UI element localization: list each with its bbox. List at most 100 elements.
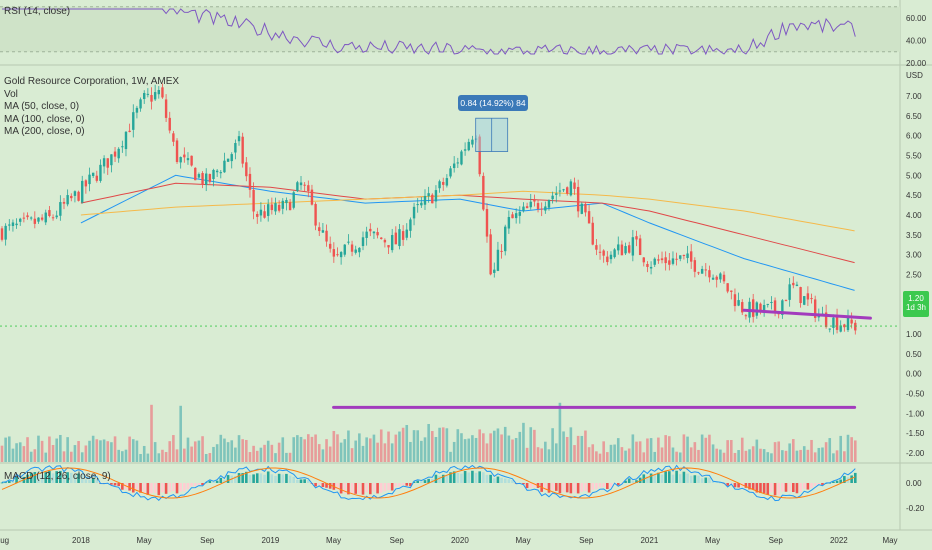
candle-body bbox=[84, 180, 88, 187]
candle-body bbox=[770, 301, 773, 303]
candle-body bbox=[587, 211, 591, 224]
volume-bar bbox=[638, 441, 642, 462]
candle-body bbox=[573, 182, 576, 189]
candle-body bbox=[325, 230, 328, 242]
candle-body bbox=[277, 204, 281, 211]
candle-body bbox=[540, 208, 543, 210]
vol-legend: Vol bbox=[4, 88, 18, 100]
macd-hist-bar bbox=[55, 471, 58, 483]
candle-body bbox=[434, 190, 438, 202]
volume-bar bbox=[215, 444, 219, 462]
macd-hist-bar bbox=[522, 483, 525, 485]
volume-bar bbox=[533, 429, 536, 462]
volume-bar bbox=[598, 453, 602, 462]
volume-bar bbox=[343, 439, 347, 462]
candle-body bbox=[26, 215, 29, 218]
macd-hist-bar bbox=[525, 483, 529, 489]
candle-body bbox=[245, 162, 248, 177]
macd-hist-bar bbox=[77, 473, 80, 483]
volume-bar bbox=[66, 437, 69, 462]
volume-bar bbox=[248, 452, 252, 462]
macd-hist-bar bbox=[704, 477, 708, 483]
volume-bar bbox=[678, 452, 682, 462]
macd-hist-bar bbox=[821, 483, 824, 485]
volume-bar bbox=[383, 443, 387, 462]
volume-bar bbox=[762, 449, 766, 462]
volume-bar bbox=[606, 452, 609, 462]
last-price-countdown: 1d 3h bbox=[905, 303, 927, 312]
volume-bar bbox=[500, 434, 503, 462]
volume-bar bbox=[325, 439, 328, 462]
price-tick-label: -1.50 bbox=[906, 429, 925, 438]
macd-hist-bar bbox=[153, 483, 157, 493]
candle-body bbox=[653, 258, 656, 265]
macd-hist-bar bbox=[44, 472, 48, 483]
macd-hist-bar bbox=[91, 477, 95, 483]
volume-bar bbox=[427, 424, 430, 462]
volume-bar bbox=[142, 445, 146, 462]
time-tick-label: May bbox=[326, 536, 341, 545]
candle-body bbox=[409, 219, 412, 231]
macd-hist-bar bbox=[303, 479, 306, 483]
candle-body bbox=[121, 146, 124, 148]
volume-bar bbox=[51, 444, 55, 462]
candle-body bbox=[617, 244, 620, 251]
macd-hist-bar bbox=[569, 483, 573, 494]
candle-body bbox=[332, 249, 336, 257]
volume-bar bbox=[551, 428, 554, 462]
candle-body bbox=[263, 211, 266, 218]
candle-body bbox=[715, 276, 718, 280]
candle-body bbox=[252, 189, 255, 212]
volume-bar bbox=[128, 436, 131, 462]
macd-hist-bar bbox=[580, 483, 584, 492]
macd-hist-bar bbox=[172, 483, 175, 492]
volume-bar bbox=[755, 439, 759, 462]
candle-body bbox=[431, 194, 434, 204]
time-tick-label: May bbox=[705, 536, 720, 545]
volume-bar bbox=[616, 438, 620, 462]
macd-hist-bar bbox=[835, 480, 839, 483]
volume-bar bbox=[482, 433, 485, 462]
macd-hist-bar bbox=[299, 479, 303, 483]
volume-bar bbox=[828, 438, 832, 462]
macd-hist-bar bbox=[423, 480, 427, 483]
candle-body bbox=[48, 210, 51, 216]
candle-body bbox=[361, 237, 365, 247]
volume-bar bbox=[711, 444, 715, 462]
macd-hist-bar bbox=[781, 483, 784, 492]
volume-bar bbox=[59, 434, 62, 462]
volume-bar bbox=[463, 439, 467, 462]
candle-body bbox=[700, 268, 704, 274]
volume-bar bbox=[773, 442, 777, 462]
macd-hist-bar bbox=[660, 474, 664, 483]
macd-hist-bar bbox=[558, 483, 562, 494]
macd-hist-bar bbox=[26, 474, 29, 483]
macd-hist-bar bbox=[142, 483, 146, 493]
candle-body bbox=[132, 112, 135, 130]
candle-body bbox=[416, 204, 419, 206]
volume-bar bbox=[671, 447, 675, 462]
candle-body bbox=[201, 173, 204, 185]
macd-hist-bar bbox=[584, 483, 587, 492]
macd-hist-bar bbox=[576, 483, 580, 494]
volume-bar bbox=[613, 444, 616, 462]
candle-body bbox=[489, 234, 492, 275]
signal-line bbox=[1, 467, 856, 499]
macd-hist-bar bbox=[562, 483, 565, 492]
volume-bar bbox=[642, 452, 646, 462]
candle-body bbox=[525, 206, 529, 209]
macd-hist-bar bbox=[777, 483, 781, 496]
candle-body bbox=[194, 167, 197, 181]
candle-body bbox=[686, 253, 689, 259]
candle-body bbox=[828, 328, 831, 330]
candle-body bbox=[664, 257, 667, 264]
candle-body bbox=[730, 290, 733, 292]
volume-bar bbox=[263, 444, 266, 462]
candle-body bbox=[8, 224, 11, 226]
macd-hist-bar bbox=[80, 474, 84, 483]
macd-hist-bar bbox=[270, 474, 274, 483]
candle-body bbox=[839, 325, 842, 332]
candle-body bbox=[606, 256, 609, 263]
candle-body bbox=[591, 222, 594, 245]
macd-hist-bar bbox=[529, 483, 533, 488]
